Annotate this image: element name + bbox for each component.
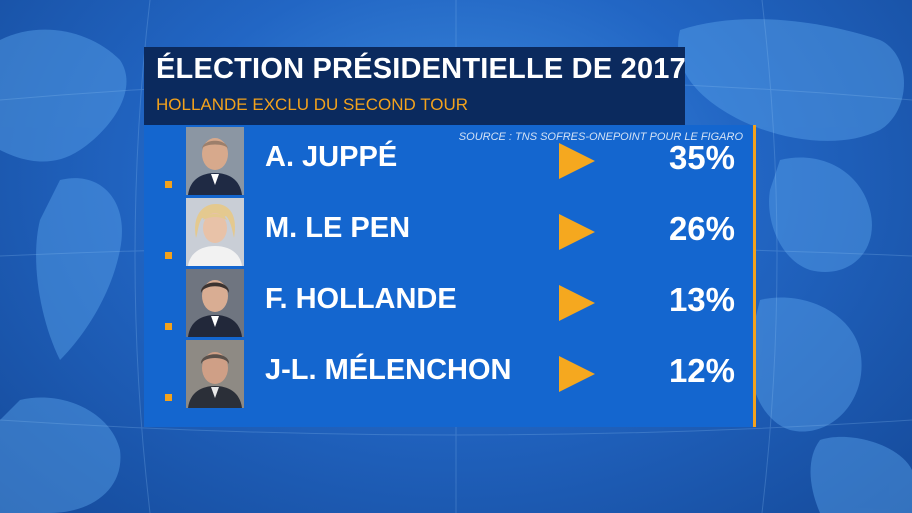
arrow-right-icon [559,214,595,250]
candidate-name: F. HOLLANDE [265,283,457,315]
bullet-marker [165,394,172,401]
bullet-marker [165,252,172,259]
page-title: ÉLECTION PRÉSIDENTIELLE DE 2017 [156,53,686,85]
candidate-photo [186,340,244,408]
candidate-row: J-L. MÉLENCHON 12% [144,338,755,409]
bullet-marker [165,181,172,188]
candidate-name: M. LE PEN [265,212,411,244]
results-panel: SOURCE : TNS SOFRES-ONEPOINT POUR LE FIG… [144,125,755,427]
page-subtitle: HOLLANDE EXCLU DU SECOND TOUR [156,95,469,114]
candidate-row: F. HOLLANDE 13% [144,267,755,338]
bullet-marker [165,323,172,330]
title-box: ÉLECTION PRÉSIDENTIELLE DE 2017 HOLLANDE… [144,47,686,125]
candidate-percent: 13% [668,281,735,318]
candidate-name: J-L. MÉLENCHON [265,354,512,386]
candidate-row: A. JUPPÉ 35% [144,125,755,196]
candidate-photo [186,127,244,195]
candidate-name: A. JUPPÉ [265,141,398,173]
arrow-right-icon [559,143,595,179]
candidate-photo [186,198,244,266]
candidate-percent: 35% [668,139,735,176]
arrow-right-icon [559,356,595,392]
candidate-percent: 12% [668,352,735,389]
candidate-percent: 26% [668,210,735,247]
candidate-photo [186,269,244,337]
candidate-row: M. LE PEN 26% [144,196,755,267]
arrow-right-icon [559,285,595,321]
source-note: SOURCE : TNS SOFRES-ONEPOINT POUR LE FIG… [458,131,743,143]
panel-accent-rule [753,125,756,427]
